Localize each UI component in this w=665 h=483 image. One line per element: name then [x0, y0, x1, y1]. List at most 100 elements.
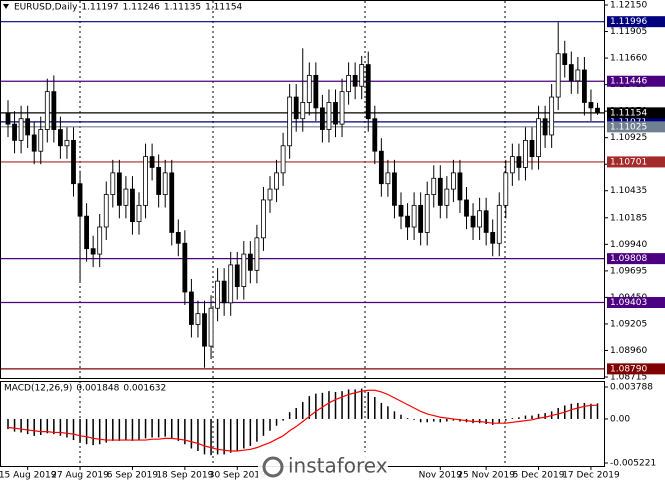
indicator-title: MACD(12,26,9): [4, 384, 72, 394]
candle-body: [274, 172, 279, 190]
level-label-bg: [607, 121, 665, 133]
candle-body: [405, 215, 410, 228]
watermark: instaforex: [288, 454, 388, 478]
level-label-bg: [607, 16, 665, 28]
level-label-bg: [607, 363, 665, 375]
candle-body: [319, 107, 325, 130]
y-tick-label: 1.08960: [610, 346, 647, 356]
candle-body: [247, 253, 253, 271]
candle-body: [555, 53, 561, 98]
candle-body: [549, 96, 555, 136]
signal-line: [7, 389, 598, 452]
candle-body: [470, 215, 476, 228]
candle-body: [71, 139, 76, 185]
level-label: 1.09808: [610, 254, 647, 264]
candle-body: [490, 232, 496, 244]
y-tick-label: 1.09695: [610, 266, 647, 276]
candle-body: [149, 156, 155, 168]
candle-body: [496, 204, 502, 244]
candle-body: [12, 123, 17, 141]
candle-body: [339, 91, 345, 125]
x-tick-label: 15 Aug 2019: [0, 471, 57, 481]
candle-body: [346, 74, 352, 93]
candle-body: [221, 280, 227, 304]
candle-body: [588, 102, 594, 109]
candle-body: [130, 188, 135, 222]
candle-body: [18, 118, 24, 141]
candle-body: [464, 199, 469, 217]
candle-body: [143, 156, 148, 206]
candle-body: [424, 194, 430, 233]
header-icon: [3, 4, 9, 9]
level-label-bg: [607, 156, 665, 168]
candle-body: [188, 291, 194, 325]
candle-body: [542, 118, 548, 136]
candle-body: [450, 172, 456, 190]
level-label: 1.08790: [610, 364, 647, 374]
candle-body: [44, 91, 50, 130]
candle-body: [136, 204, 142, 222]
candle-body: [365, 64, 371, 120]
candle-body: [516, 156, 522, 168]
candle-body: [90, 248, 96, 255]
candle-body: [280, 145, 286, 174]
x-tick-label: 25 Nov 2019: [457, 471, 515, 481]
x-tick-label: 6 Sep 2019: [107, 471, 159, 481]
candle-body: [437, 177, 443, 206]
candle-body: [431, 177, 437, 195]
x-tick-label: Nov 2019: [419, 471, 463, 481]
candle-body: [254, 237, 260, 271]
candle-body: [97, 226, 103, 255]
candle-body: [562, 53, 568, 65]
level-label-bg: [607, 296, 665, 308]
candle-body: [287, 96, 293, 147]
candle-body: [110, 172, 116, 195]
candle-body: [398, 204, 404, 217]
indicator-value: 0.001632: [123, 384, 166, 394]
header-price: 1.11135: [164, 3, 201, 13]
y-tick-label: -0.005221: [610, 459, 656, 469]
candle-body: [326, 102, 332, 130]
candle-body: [444, 188, 450, 206]
candle-body: [169, 172, 175, 233]
level-label: 1.11154: [610, 108, 647, 118]
candle-body: [372, 118, 378, 152]
level-label: 1.11025: [610, 122, 647, 132]
candle-body: [123, 188, 129, 206]
candle-body: [359, 64, 365, 87]
candle-body: [116, 172, 122, 206]
candle-body: [202, 313, 207, 347]
candle-body: [31, 134, 37, 152]
y-tick-label: 1.12150: [610, 1, 647, 11]
candle-body: [267, 188, 273, 201]
x-tick-label: 18 Sep 2019: [156, 471, 213, 481]
candle-body: [483, 210, 489, 233]
candle-body: [595, 107, 600, 114]
y-tick-label: 1.11660: [610, 54, 647, 64]
candle-body: [156, 167, 162, 195]
watermark-bg: [258, 452, 388, 483]
candle-body: [51, 91, 57, 130]
candle-body: [182, 242, 188, 293]
level-label: 1.11996: [610, 17, 647, 27]
symbol-title: EURUSD,Daily: [14, 3, 78, 13]
candle-body: [64, 139, 70, 147]
header-price: 1.11197: [81, 3, 118, 13]
candle-body: [103, 194, 109, 228]
indicator-value: 0.001848: [76, 384, 119, 394]
candle-body: [5, 112, 11, 125]
x-tick-label: 27 Aug 2019: [51, 471, 109, 481]
x-tick-label: 17 Dec 2019: [562, 471, 620, 481]
candle-body: [568, 64, 574, 82]
candle-body: [477, 210, 483, 228]
y-tick-label: 0.003788: [610, 383, 653, 393]
candle-body: [208, 307, 214, 347]
level-label-bg: [607, 75, 665, 87]
candle-body: [228, 264, 234, 304]
candle-body: [58, 129, 63, 147]
candle-body: [523, 139, 528, 168]
y-tick-label: 0.00: [610, 414, 630, 424]
candle-body: [293, 96, 299, 120]
